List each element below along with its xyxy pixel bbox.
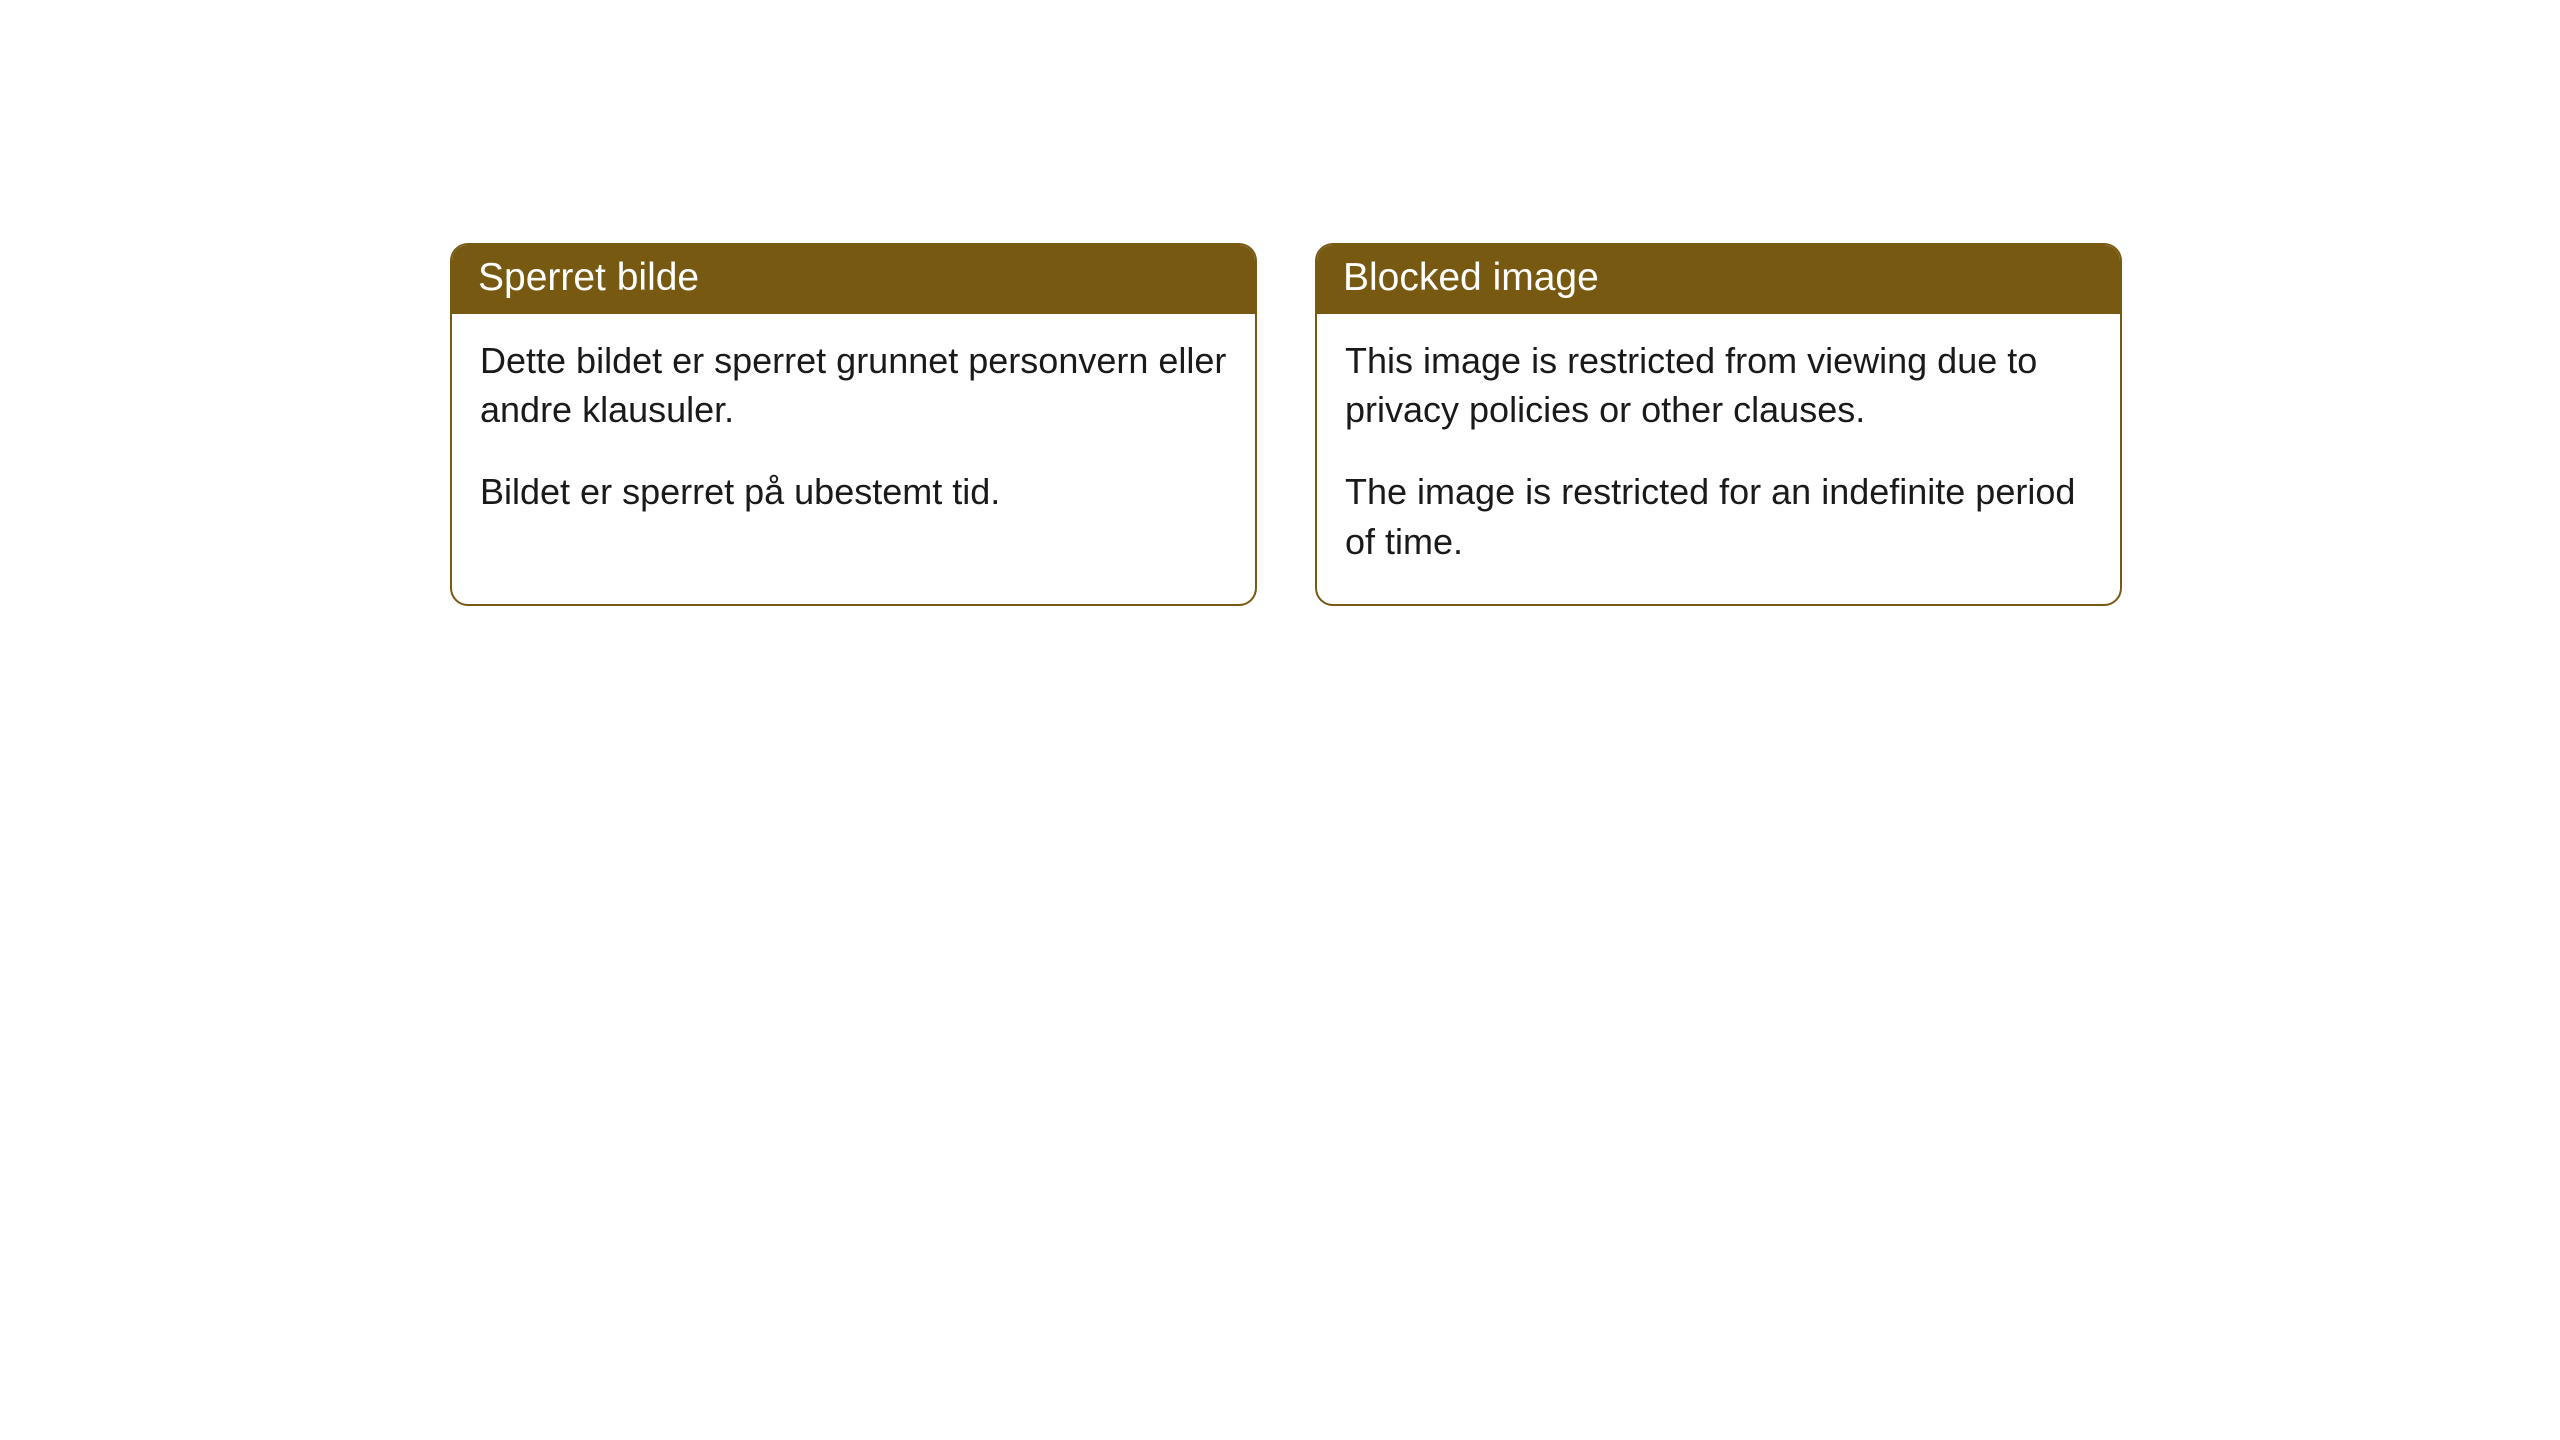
card-header: Blocked image: [1317, 245, 2120, 314]
card-header: Sperret bilde: [452, 245, 1255, 314]
card-body: This image is restricted from viewing du…: [1317, 314, 2120, 605]
notice-paragraph-2: The image is restricted for an indefinit…: [1345, 467, 2092, 566]
card-body: Dette bildet er sperret grunnet personve…: [452, 314, 1255, 555]
notice-paragraph-1: Dette bildet er sperret grunnet personve…: [480, 336, 1227, 435]
notice-card-english: Blocked image This image is restricted f…: [1315, 243, 2122, 606]
notice-paragraph-1: This image is restricted from viewing du…: [1345, 336, 2092, 435]
notice-paragraph-2: Bildet er sperret på ubestemt tid.: [480, 467, 1227, 517]
notice-card-norwegian: Sperret bilde Dette bildet er sperret gr…: [450, 243, 1257, 606]
cards-container: Sperret bilde Dette bildet er sperret gr…: [450, 243, 2122, 606]
